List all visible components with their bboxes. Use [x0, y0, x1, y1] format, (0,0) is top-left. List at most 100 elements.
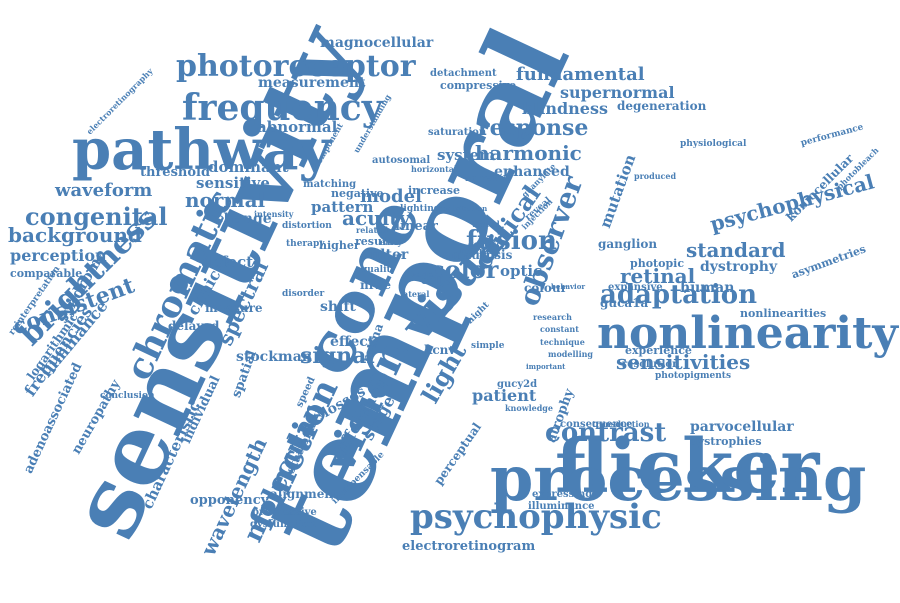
- cloud-word-amaurosis: amaurosis: [443, 248, 513, 262]
- cloud-word-comparable: comparable: [10, 267, 83, 280]
- cloud-word-important: important: [526, 362, 566, 371]
- cloud-word-pattern: pattern: [311, 198, 374, 216]
- cloud-word-illuminance: illuminance: [528, 501, 595, 512]
- cloud-word-delayed: delayed: [168, 319, 220, 333]
- cloud-word-therapy: therapy: [286, 239, 325, 249]
- cloud-word-expressing: expressing: [532, 489, 593, 500]
- cloud-word-dominant: dominant: [208, 158, 289, 176]
- cloud-word-tested: tested: [472, 219, 500, 229]
- cloud-word-disorder: disorder: [282, 289, 325, 299]
- cloud-word-measurement: measurement: [258, 75, 366, 91]
- cloud-word-sensitivities: sensitivities: [616, 350, 751, 374]
- cloud-word-intensity: intensity: [254, 209, 294, 219]
- cloud-word-lighting: lighting: [400, 204, 441, 214]
- cloud-word-resolution: resolution: [622, 359, 680, 370]
- cloud-word-response: response: [478, 115, 589, 141]
- cloud-word-neural: neural: [460, 247, 493, 257]
- cloud-word-produced: produced: [634, 171, 677, 181]
- cloud-word-effect: effect: [330, 334, 375, 350]
- cloud-word-asymmetries: asymmetries: [789, 242, 868, 282]
- cloud-word-degeneration: degeneration: [617, 99, 707, 113]
- cloud-word-congenital: congenital: [25, 202, 168, 231]
- cloud-word-result: result: [355, 235, 392, 248]
- cloud-word-photopic: photopic: [630, 257, 685, 270]
- cloud-word-change: change: [215, 211, 272, 227]
- cloud-word-dystrophies: dystrophies: [690, 435, 762, 448]
- cloud-word-stockman: stockman: [236, 349, 312, 365]
- cloud-word-guca1a: guca1a: [600, 296, 649, 310]
- cloud-word-compressive: compressive: [440, 79, 517, 92]
- cloud-word-threshold: threshold: [140, 165, 211, 180]
- cloud-word-contribution: contribution: [438, 204, 488, 213]
- cloud-word-higher: higher: [319, 239, 360, 252]
- cloud-word-mutation: mutation: [596, 151, 640, 231]
- cloud-word-electroretinogram: electroretinogram: [402, 539, 536, 554]
- cloud-word-detachment: detachment: [430, 68, 497, 79]
- cloud-word-psychophysic: psychophysic: [410, 497, 662, 537]
- cloud-word-horizontal: horizontal: [411, 164, 458, 174]
- cloud-word-signal: signal: [300, 343, 375, 369]
- cloud-word-magnocellular: magnocellular: [320, 35, 434, 51]
- cloud-word-research: research: [533, 312, 572, 322]
- cloud-word-progressive: progressive: [252, 507, 317, 518]
- cloud-word-linear: linear: [395, 219, 438, 234]
- cloud-word-early: early: [380, 237, 403, 247]
- cloud-word-harmonic: harmonic: [475, 141, 582, 165]
- cloud-word-patient: patient: [472, 386, 537, 405]
- cloud-word-waveform: waveform: [55, 180, 153, 201]
- cloud-word-alignment: alignment: [270, 487, 339, 501]
- cloud-word-ganglion: ganglion: [598, 237, 658, 251]
- cloud-word-constant: constant: [540, 324, 579, 334]
- cloud-word-parvocellular: parvocellular: [690, 419, 794, 435]
- cloud-word-human: human: [680, 280, 735, 296]
- cloud-word-system: system: [437, 146, 495, 164]
- cloud-word-autosomal: autosomal: [372, 155, 431, 166]
- cloud-word-fundamental: fundamental: [516, 64, 645, 85]
- cloud-word-nr2e: nr2e: [360, 278, 392, 292]
- cloud-word-sensitive: sensitive: [196, 174, 270, 192]
- cloud-word-shift: shift: [320, 299, 356, 315]
- cloud-word-saturation: saturation: [428, 127, 487, 138]
- cloud-word-flicker: flicker: [555, 424, 820, 510]
- cloud-word-shorter: shorter: [405, 269, 438, 279]
- cloud-word-gucy2d: gucy2d: [497, 379, 538, 390]
- cloud-word-processing: processing: [490, 442, 867, 515]
- cloud-word-transduction: transduction: [592, 419, 650, 429]
- cloud-word-defect: defect: [201, 253, 254, 271]
- cloud-word-behavior: behavior: [551, 282, 586, 291]
- cloud-word-physiological: physiological: [680, 139, 747, 149]
- cloud-word-kcnv: kcnv: [424, 343, 456, 357]
- cloud-word-optic: optic: [500, 262, 543, 280]
- cloud-word-retinal: retinal: [620, 264, 696, 288]
- cloud-word-narrative: narrative: [465, 174, 512, 184]
- cloud-word-color: color: [430, 255, 499, 284]
- cloud-word-normal: normal: [185, 188, 266, 212]
- cloud-word-contrast: contrast: [545, 418, 667, 448]
- cloud-word-genetic: genetic: [468, 239, 502, 249]
- cloud-word-enhanced: enhanced: [494, 164, 570, 180]
- cloud-word-consequence: consequence: [560, 419, 633, 430]
- cloud-word-technique: technique: [540, 337, 585, 347]
- cloud-word-opponency: opponency: [190, 493, 269, 508]
- cloud-word-perceptual: perceptual: [431, 420, 485, 488]
- cloud-word-modelling: modelling: [548, 349, 594, 359]
- cloud-word-colour: colour: [524, 281, 567, 295]
- cloud-word-nonlinearities: nonlinearities: [740, 307, 827, 320]
- cloud-word-acuity: acuity: [342, 206, 411, 230]
- cloud-word-photoreceptor: photoreceptor: [176, 49, 416, 84]
- cloud-word-model: model: [360, 186, 422, 207]
- cloud-word-nonlinearity: nonlinearity: [596, 308, 898, 359]
- cloud-word-background: background: [8, 223, 142, 247]
- cloud-word-filter: filter: [370, 247, 409, 263]
- cloud-word-quality: quality: [361, 265, 396, 275]
- cloud-word-matching: matching: [303, 179, 357, 190]
- cloud-word-frequency: frequency: [182, 87, 383, 129]
- cloud-word-simple: simple: [471, 341, 505, 351]
- cloud-word-measure: measure: [205, 301, 263, 315]
- cloud-word-dystrophy: dystrophy: [700, 259, 778, 275]
- cloud-word-perception: perception: [10, 246, 107, 265]
- cloud-word-increase: increase: [408, 184, 460, 197]
- cloud-word-lateral: lateral: [400, 289, 430, 299]
- cloud-word-experience: experience: [625, 344, 692, 357]
